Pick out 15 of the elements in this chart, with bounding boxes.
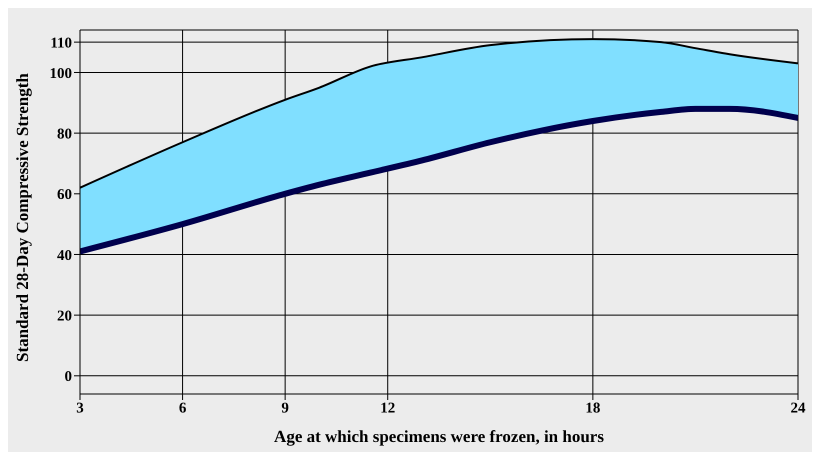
y-tick-label: 60	[57, 187, 72, 204]
x-tick-label: 12	[380, 400, 396, 417]
y-tick-label: 110	[50, 35, 72, 52]
x-tick-label: 9	[281, 400, 289, 417]
y-tick-label: 40	[57, 248, 72, 264]
y-tick-label: 0	[64, 369, 72, 386]
y-tick-label: 100	[50, 66, 72, 82]
x-tick-label: 24	[790, 400, 806, 417]
y-tick-label: 80	[57, 126, 72, 142]
x-tick-label: 18	[585, 400, 600, 417]
y-tick-label: 20	[57, 308, 72, 324]
x-tick-label: 3	[76, 400, 84, 417]
x-axis-title: Age at which specimens were frozen, in hours	[274, 427, 604, 446]
x-tick-label: 6	[178, 400, 187, 417]
y-axis-title: Standard 28-Day Compressive Strength	[13, 72, 32, 362]
